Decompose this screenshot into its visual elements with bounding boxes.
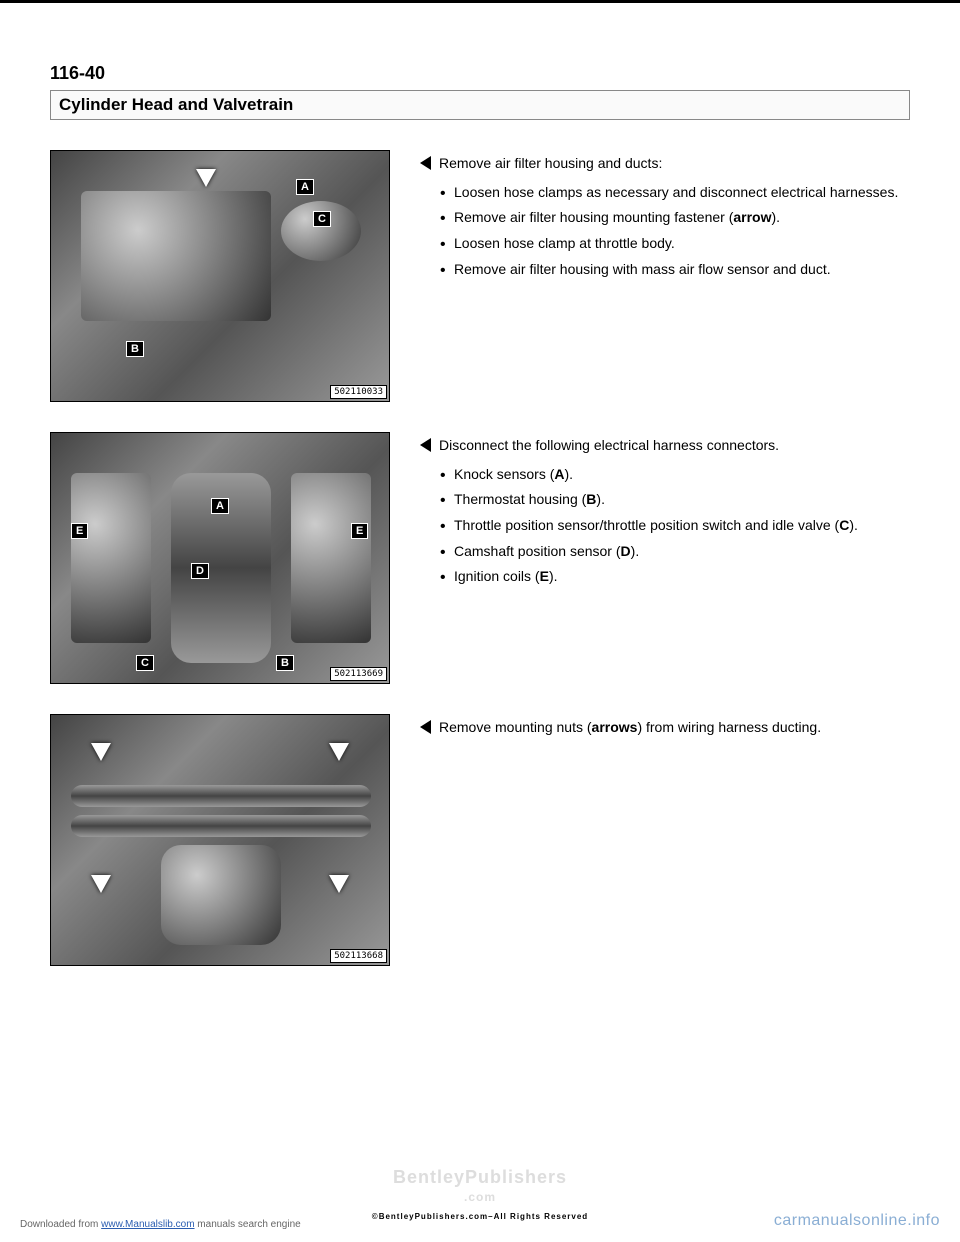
figure-callout-label: C	[136, 655, 154, 671]
footer-publisher-watermark: BentleyPublishers .com ©BentleyPublisher…	[372, 1168, 588, 1222]
step-triangle-icon	[420, 156, 431, 170]
step-lead-text: Disconnect the following electrical harn…	[439, 436, 779, 455]
step-triangle-icon	[420, 720, 431, 734]
step-bullet-item: Thermostat housing (B).	[440, 490, 910, 510]
engine-photo	[50, 714, 390, 966]
figure-callout-label: B	[276, 655, 294, 671]
figure-arrow-marker	[91, 875, 111, 893]
figure-callout-label: A	[296, 179, 314, 195]
step-bullet-list: Knock sensors (A). Thermostat housing (B)…	[440, 465, 910, 587]
figure-callout-label: E	[71, 523, 88, 539]
step-bullet-item: Remove air filter housing mounting faste…	[440, 208, 910, 228]
figure-callout-label: A	[211, 498, 229, 514]
step-lead-text: Remove air filter housing and ducts:	[439, 154, 662, 173]
instruction-text: Remove air filter housing and ducts: Loos…	[420, 150, 910, 402]
instruction-block: A B C D E E Disconnect the following electrica…	[50, 432, 910, 684]
step-bullet-item: Throttle position sensor/throttle positi…	[440, 516, 910, 536]
section-title: Cylinder Head and Valvetrain	[59, 95, 293, 114]
step-lead-text: Remove mounting nuts (arrows) from wirin…	[439, 718, 821, 737]
step-bullet-item: Loosen hose clamps as necessary and disc…	[440, 183, 910, 203]
figure-arrow-marker	[329, 875, 349, 893]
footer-site-watermark: carmanualsonline.info	[774, 1212, 940, 1230]
step-bullet-list: Loosen hose clamps as necessary and disc…	[440, 183, 910, 279]
step-bullet-item: Camshaft position sensor (D).	[440, 542, 910, 562]
figure-arrow-marker	[329, 743, 349, 761]
figure-callout-label: C	[313, 211, 331, 227]
engine-photo: A B C	[50, 150, 390, 402]
footer-download-source: Downloaded from www.Manualslib.com manua…	[20, 1219, 301, 1230]
instruction-block: A B C Remove air filter housing and ducts: L…	[50, 150, 910, 402]
figure-callout-label: B	[126, 341, 144, 357]
step-bullet-item: Loosen hose clamp at throttle body.	[440, 234, 910, 254]
instruction-block: Remove mounting nuts (arrows) from wirin…	[50, 714, 910, 966]
manualslib-link[interactable]: www.Manualslib.com	[101, 1219, 194, 1230]
step-triangle-icon	[420, 438, 431, 452]
figure-arrow-marker	[91, 743, 111, 761]
figure-callout-label: D	[191, 563, 209, 579]
figure-arrow-marker	[196, 169, 216, 187]
instruction-text: Remove mounting nuts (arrows) from wirin…	[420, 714, 910, 966]
step-bullet-item: Remove air filter housing with mass air …	[440, 260, 910, 280]
page-number: 116-40	[50, 63, 910, 84]
engine-photo: A B C D E E	[50, 432, 390, 684]
step-bullet-item: Ignition coils (E).	[440, 567, 910, 587]
instruction-text: Disconnect the following electrical harn…	[420, 432, 910, 684]
figure-callout-label: E	[351, 523, 368, 539]
step-bullet-item: Knock sensors (A).	[440, 465, 910, 485]
section-title-box: Cylinder Head and Valvetrain	[50, 90, 910, 120]
